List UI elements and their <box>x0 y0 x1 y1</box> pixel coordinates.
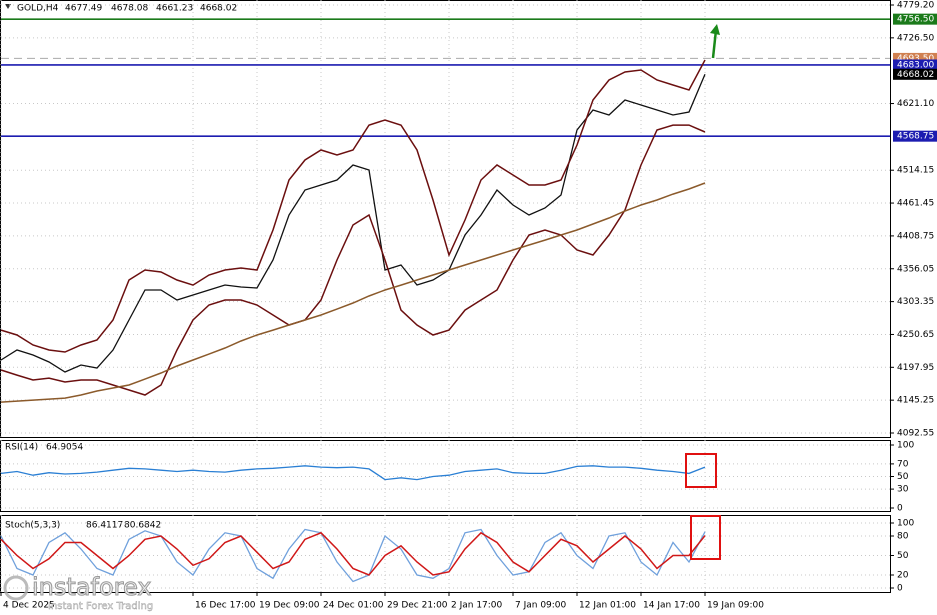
price-panel <box>0 0 891 438</box>
x-tick-label: 12 Jan 01:00 <box>579 601 636 611</box>
level-label: 4693.50 <box>897 54 934 64</box>
series-line <box>0 528 706 583</box>
y-tick-label: 80 <box>897 532 909 542</box>
x-tick-label: 2 Jan 17:00 <box>451 601 503 611</box>
y-tick-label: 4250.65 <box>897 330 934 340</box>
low: 4661.23 <box>156 4 193 14</box>
level-label-bg <box>893 13 937 25</box>
y-tick-label: 0 <box>897 504 903 514</box>
series-line <box>0 531 706 576</box>
stoch-panel <box>0 515 891 593</box>
logo-icon <box>3 575 29 601</box>
y-tick-label: 4092.55 <box>897 429 934 439</box>
series-line <box>0 59 706 353</box>
y-tick-label: 4356.05 <box>897 264 934 274</box>
y-tick-label: 4303.35 <box>897 297 934 307</box>
level-label: 4683.00 <box>897 60 934 70</box>
y-tick-label: 20 <box>897 571 909 581</box>
y-tick-label: 4145.25 <box>897 396 934 406</box>
y-tick-label: 4514.15 <box>897 166 934 176</box>
y-tick-label: 50 <box>897 551 909 561</box>
y-tick-label: 50 <box>897 472 909 482</box>
open: 4677.49 <box>65 4 102 14</box>
highlight-box <box>685 453 717 488</box>
stoch-signal: 80.6842 <box>124 521 161 531</box>
level-label: 4568.75 <box>897 132 934 142</box>
x-tick-label: 14 Jan 17:00 <box>643 601 700 611</box>
y-tick-label: 100 <box>897 441 914 451</box>
rsi-title: RSI(14) <box>5 443 38 453</box>
arrow-head <box>710 24 720 35</box>
y-tick-label: 4408.75 <box>897 231 934 241</box>
highlight-box <box>690 515 721 560</box>
y-tick-label: 4621.10 <box>897 99 934 109</box>
x-tick-label: 7 Jan 09:00 <box>515 601 567 611</box>
rsi-reading: 64.9054 <box>46 443 83 453</box>
x-tick-label: 29 Dec 21:00 <box>387 601 448 611</box>
x-tick-label: 19 Jan 09:00 <box>707 601 764 611</box>
y-tick-label: 30 <box>897 485 909 495</box>
level-label: 4756.50 <box>897 15 934 25</box>
stoch-title: Stoch(5,3,3) <box>5 521 60 531</box>
y-tick-label: 4779.20 <box>897 1 934 11</box>
y-tick-label: 70 <box>897 459 909 469</box>
x-tick-label: 19 Dec 09:00 <box>259 601 320 611</box>
y-tick-label: 100 <box>897 519 914 529</box>
high: 4678.08 <box>111 4 148 14</box>
x-tick-label: 16 Dec 17:00 <box>195 601 256 611</box>
close: 4668.02 <box>200 4 237 14</box>
symbol-title: GOLD,H4 <box>17 4 59 14</box>
y-tick-label: 4197.95 <box>897 363 934 373</box>
level-label-bg <box>893 130 937 142</box>
level-label-bg <box>893 68 937 80</box>
series-line <box>0 465 706 481</box>
y-tick-label: 4461.45 <box>897 199 934 209</box>
y-tick-label: 4726.50 <box>897 33 934 43</box>
level-label-bg <box>893 52 937 64</box>
stoch-main: 86.4117 <box>86 521 123 531</box>
x-tick-label: 4 Dec 2025 <box>3 601 55 611</box>
arrow <box>711 29 718 59</box>
watermark-tagline: Instant Forex Trading <box>48 601 153 612</box>
level-label-bg <box>893 59 937 71</box>
level-label: 4668.02 <box>897 70 934 80</box>
series-line <box>0 182 706 403</box>
y-tick-label: 0 <box>897 584 903 594</box>
watermark-brand: instaforex <box>32 573 152 601</box>
x-tick-label: 24 Dec 01:00 <box>323 601 384 611</box>
